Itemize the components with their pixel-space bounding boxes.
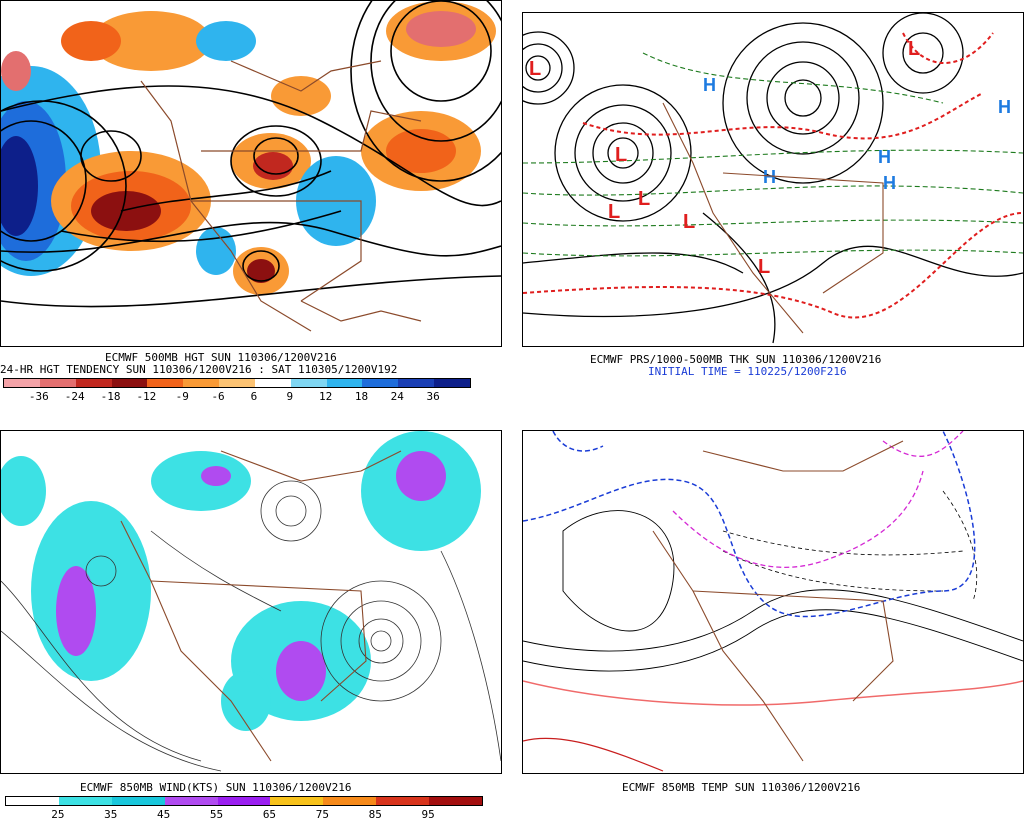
map-850mb-temperature — [522, 430, 1024, 774]
tendency-scale-label-3: -12 — [136, 390, 157, 403]
svg-text:H: H — [703, 75, 716, 95]
caption-initial-time: INITIAL TIME = 110225/1200F216 — [648, 365, 847, 378]
wind-scale-swatch-8 — [429, 797, 483, 805]
svg-text:L: L — [529, 58, 541, 80]
svg-text:H: H — [883, 173, 896, 193]
tendency-scale-label-4: -9 — [175, 390, 189, 403]
tendency-scale-swatch-2 — [75, 379, 112, 387]
wind-scale-label-6: 85 — [368, 808, 382, 819]
tendency-scale-label-9: 18 — [354, 390, 369, 403]
tendency-scale-swatch-4 — [147, 379, 184, 387]
wind-scale-label-3: 55 — [209, 808, 224, 819]
wind-color-scale — [5, 796, 483, 806]
tendency-scale-swatch-12 — [434, 379, 470, 387]
tendency-scale-swatch-6 — [219, 379, 255, 387]
tendency-scale-label-8: 12 — [318, 390, 333, 403]
map-500mb-height-tendency — [0, 0, 502, 347]
tendency-scale-swatch-0 — [4, 379, 40, 387]
svg-text:L: L — [608, 201, 620, 223]
tendency-scale-swatch-9 — [326, 379, 363, 387]
wind-scale-swatch-6 — [323, 797, 377, 805]
tendency-scale-label-1: -24 — [64, 390, 85, 403]
tendency-scale-swatch-8 — [290, 379, 327, 387]
svg-text:H: H — [878, 147, 891, 167]
caption-map-title: ECMWF PRS/1000-500MB THK SUN 110306/1200… — [590, 353, 882, 366]
wind-scale-label-0: 25 — [51, 808, 65, 819]
map-graphic — [1, 1, 501, 346]
tendency-scale-label-11: 36 — [426, 390, 440, 403]
tendency-scale-swatch-5 — [183, 379, 220, 387]
tendency-scale-swatch-10 — [362, 379, 399, 387]
panel-850mb-wind: ECMWF 850MB WIND(KTS) SUN 110306/1200V21… — [0, 428, 502, 819]
wind-scale-label-5: 75 — [315, 808, 329, 819]
wind-scale-swatch-2 — [111, 797, 165, 805]
wind-scale-swatch-4 — [217, 797, 271, 805]
map-graphic — [1, 431, 501, 773]
wind-scale-swatch-3 — [164, 797, 218, 805]
panel-850mb-temp: ECMWF 850MB TEMP SUN 110306/1200V216 — [522, 428, 1024, 819]
tendency-scale-label-2: -18 — [100, 390, 121, 403]
svg-text:L: L — [615, 144, 627, 166]
low-pressure-markers: LLL L LLL — [529, 38, 920, 278]
map-graphic — [523, 431, 1023, 773]
tendency-scale-swatch-7 — [254, 379, 291, 387]
svg-text:L: L — [908, 38, 920, 60]
wind-scale-swatch-5 — [270, 797, 324, 805]
caption-map-title: ECMWF 850MB WIND(KTS) SUN 110306/1200V21… — [80, 781, 352, 794]
svg-text:H: H — [998, 97, 1011, 117]
wind-scale-label-1: 35 — [104, 808, 118, 819]
tendency-scale-label-6: 6 — [250, 390, 258, 403]
tendency-scale-swatch-3 — [111, 379, 148, 387]
tendency-scale-swatch-11 — [398, 379, 435, 387]
svg-text:L: L — [758, 256, 770, 278]
wind-scale-swatch-1 — [58, 797, 112, 805]
svg-text:L: L — [638, 188, 650, 210]
tendency-scale-swatch-1 — [39, 379, 76, 387]
map-850mb-wind — [0, 430, 502, 774]
panel-500mb-height: ECMWF 500MB HGT SUN 110306/1200V216 24-H… — [0, 0, 502, 410]
wind-scale-label-4: 65 — [262, 808, 277, 819]
tendency-scale-label-5: -6 — [211, 390, 225, 403]
tendency-scale-label-10: 24 — [390, 390, 404, 403]
caption-map-title: ECMWF 850MB TEMP SUN 110306/1200V216 — [622, 781, 861, 794]
wind-scale-label-2: 45 — [157, 808, 171, 819]
tendency-scale-label-0: -36 — [28, 390, 49, 403]
wind-scale-label-7: 95 — [421, 808, 435, 819]
tendency-color-scale — [3, 378, 471, 388]
svg-text:L: L — [683, 211, 695, 233]
svg-text:H: H — [763, 167, 776, 187]
wind-scale-swatch-7 — [376, 797, 430, 805]
tendency-scale-label-7: 9 — [286, 390, 294, 403]
caption-map-title: ECMWF 500MB HGT SUN 110306/1200V216 — [105, 351, 337, 364]
wind-scale-swatch-0 — [6, 797, 59, 805]
caption-tendency: 24-HR HGT TENDENCY SUN 110306/1200V216 :… — [0, 363, 398, 376]
